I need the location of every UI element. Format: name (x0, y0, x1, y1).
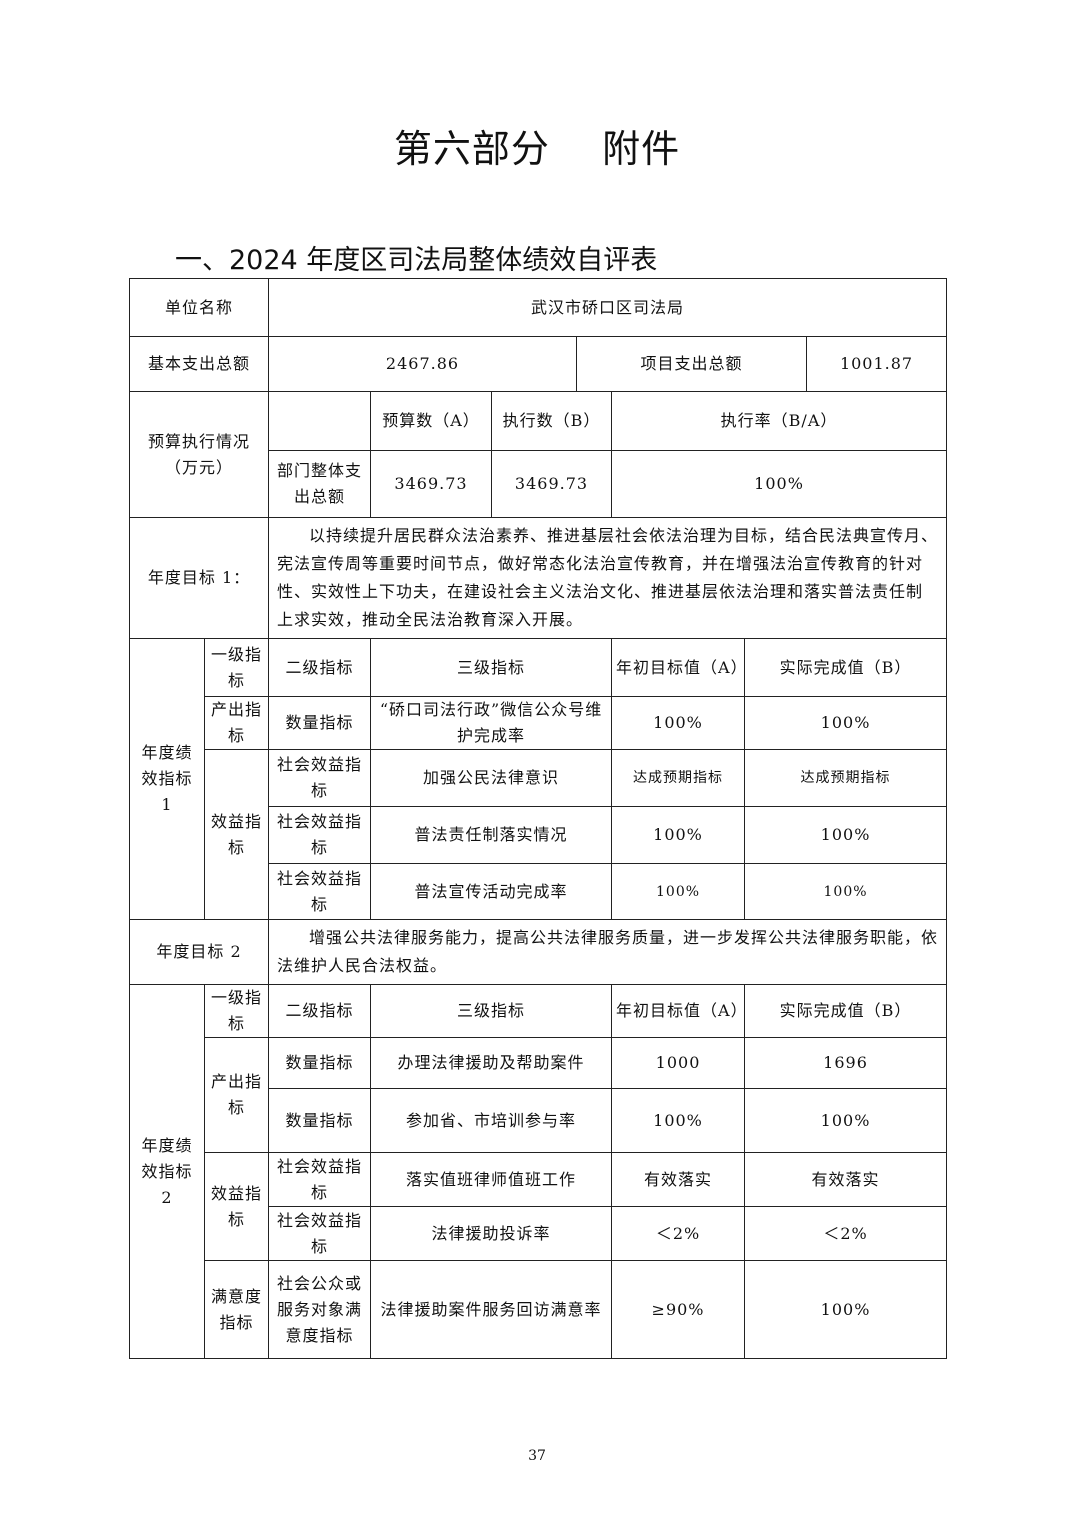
empty-cell (268, 391, 372, 451)
header-target: 年初目标值（A） (611, 638, 747, 697)
level2-cell: 社会效益指标 (268, 863, 372, 920)
unit-value: 武汉市硚口区司法局 (268, 278, 948, 337)
level2-cell: 社会效益指标 (268, 749, 372, 807)
project-expense-value: 1001.87 (806, 336, 948, 392)
header-target: 年初目标值（A） (611, 984, 747, 1038)
level3-cell: “硚口司法行政”微信公众号维护完成率 (370, 696, 613, 750)
basic-expense-value: 2467.86 (268, 336, 578, 392)
level3-cell: 法律援助案件服务回访满意率 (370, 1260, 613, 1359)
table-row: 单位名称 武汉市硚口区司法局 (128, 278, 948, 337)
level3-cell: 参加省、市培训参与率 (370, 1088, 613, 1153)
actual-cell: 100% (744, 1260, 948, 1359)
table-row: 产出指标 数量指标 办理法律援助及帮助案件 1000 1696 (130, 1037, 948, 1153)
header-level3: 三级指标 (370, 638, 613, 697)
goal1-label: 年度目标 1： (128, 517, 270, 639)
budget-rate: 100% (611, 450, 948, 518)
goal2-text: 增强公共法律服务能力，提高公共法律服务质量，进一步发挥公共法律服务职能，依法维护… (268, 919, 948, 985)
group-label: 产出指标 (203, 696, 270, 750)
table-row: 年度绩效指标 2 一级指标 二级指标 三级指标 年初目标值（A） 实际完成值（B… (129, 984, 948, 1359)
group-label: 满意度指标 (203, 1260, 270, 1359)
level3-cell: 普法宣传活动完成率 (370, 863, 613, 920)
table-row: 年度目标 1： 以持续提升居民群众法治素养、推进基层社会依法治理为目标，结合民法… (128, 517, 948, 639)
table-row: 部门整体支出总额 3469.73 3469.73 100% (130, 450, 948, 518)
level2-cell: 社会效益指标 (268, 806, 372, 864)
header-actual: 实际完成值（B） (744, 984, 948, 1038)
actual-cell: ＜2% (744, 1206, 948, 1261)
actual-cell: 100% (744, 1088, 948, 1153)
target-cell: 100% (611, 806, 746, 864)
header-level3: 三级指标 (370, 984, 613, 1038)
unit-label: 单位名称 (128, 278, 270, 337)
target-cell: 100% (611, 1088, 746, 1153)
project-expense-label: 项目支出总额 (576, 336, 808, 392)
header-level1: 一级指标 (203, 984, 270, 1038)
level2-cell: 社会效益指标 (268, 1152, 372, 1207)
table-row: 社会效益指标 普法责任制落实情况 100% 100% (130, 806, 948, 864)
level2-cell: 数量指标 (268, 696, 372, 750)
section-title: 一、2024 年度区司法局整体绩效自评表 (175, 245, 658, 276)
page-title: 第六部分 附件 (393, 127, 681, 171)
group-label: 产出指标 (203, 1037, 270, 1153)
level3-cell: 办理法律援助及帮助案件 (370, 1037, 613, 1089)
actual-cell: 有效落实 (744, 1152, 948, 1207)
header-level2: 二级指标 (268, 984, 372, 1038)
goal1-text: 以持续提升居民群众法治素养、推进基层社会依法治理为目标，结合民法典宣传月、宪法宣… (268, 517, 948, 639)
table-row: 效益指标 社会效益指标 落实值班律师值班工作 有效落实 有效落实 (130, 1152, 948, 1261)
budget-col-a: 预算数（A） (370, 391, 493, 451)
target-cell: ＜2% (611, 1206, 746, 1261)
target-cell: 100% (611, 863, 746, 920)
actual-cell: 100% (744, 806, 948, 864)
target-cell: 100% (611, 696, 746, 750)
table-row: 产出指标 数量指标 “硚口司法行政”微信公众号维护完成率 100% 100% (130, 696, 948, 750)
budget-b: 3469.73 (491, 450, 613, 518)
perf1-label: 年度绩效指标 1 (129, 638, 205, 920)
page-number: 37 (528, 1448, 546, 1464)
level2-cell: 数量指标 (268, 1037, 372, 1089)
budget-label: 预算执行情况（万元） (128, 391, 270, 518)
target-cell: 有效落实 (611, 1152, 746, 1207)
actual-cell: 100% (744, 863, 948, 920)
level3-cell: 普法责任制落实情况 (370, 806, 613, 864)
header-actual: 实际完成值（B） (744, 638, 948, 697)
budget-row-label: 部门整体支出总额 (268, 450, 372, 518)
level3-cell: 法律援助投诉率 (370, 1206, 613, 1261)
actual-cell: 100% (744, 696, 948, 750)
budget-col-rate: 执行率（B/A） (611, 391, 948, 451)
header-level2: 二级指标 (268, 638, 372, 697)
basic-expense-label: 基本支出总额 (128, 336, 270, 392)
level2-cell: 数量指标 (268, 1088, 372, 1153)
table-row: 数量指标 参加省、市培训参与率 100% 100% (130, 1088, 948, 1153)
target-cell: 达成预期指标 (611, 749, 746, 807)
table-row: 社会效益指标 普法宣传活动完成率 100% 100% (130, 863, 948, 920)
table-row: 年度目标 2 增强公共法律服务能力，提高公共法律服务质量，进一步发挥公共法律服务… (128, 919, 948, 985)
level2-cell: 社会公众或服务对象满意度指标 (268, 1260, 372, 1359)
table-row: 满意度指标 社会公众或服务对象满意度指标 法律援助案件服务回访满意率 ≥90% … (130, 1260, 948, 1359)
header-level1: 一级指标 (203, 638, 270, 697)
group-label: 效益指标 (203, 1152, 270, 1261)
actual-cell: 1696 (744, 1037, 948, 1089)
table-row: 预算执行情况（万元） 预算数（A） 执行数（B） 执行率（B/A） (128, 391, 948, 518)
actual-cell: 达成预期指标 (744, 749, 948, 807)
level2-cell: 社会效益指标 (268, 1206, 372, 1261)
table-row: 基本支出总额 2467.86 项目支出总额 1001.87 (128, 336, 948, 392)
table-row: 效益指标 社会效益指标 加强公民法律意识 达成预期指标 达成预期指标 (130, 749, 948, 920)
level3-cell: 落实值班律师值班工作 (370, 1152, 613, 1207)
target-cell: ≥90% (611, 1260, 746, 1359)
budget-a: 3469.73 (370, 450, 493, 518)
group-label: 效益指标 (203, 749, 270, 920)
perf2-label: 年度绩效指标 2 (129, 984, 205, 1359)
target-cell: 1000 (611, 1037, 746, 1089)
goal2-label: 年度目标 2 (128, 919, 270, 985)
table-row: 社会效益指标 法律援助投诉率 ＜2% ＜2% (130, 1206, 948, 1261)
table-row: 年度绩效指标 1 一级指标 二级指标 三级指标 年初目标值（A） 实际完成值（B… (129, 638, 948, 920)
level3-cell: 加强公民法律意识 (370, 749, 613, 807)
budget-col-b: 执行数（B） (491, 391, 613, 451)
performance-table: 单位名称 武汉市硚口区司法局 基本支出总额 2467.86 项目支出总额 100… (128, 278, 948, 1359)
